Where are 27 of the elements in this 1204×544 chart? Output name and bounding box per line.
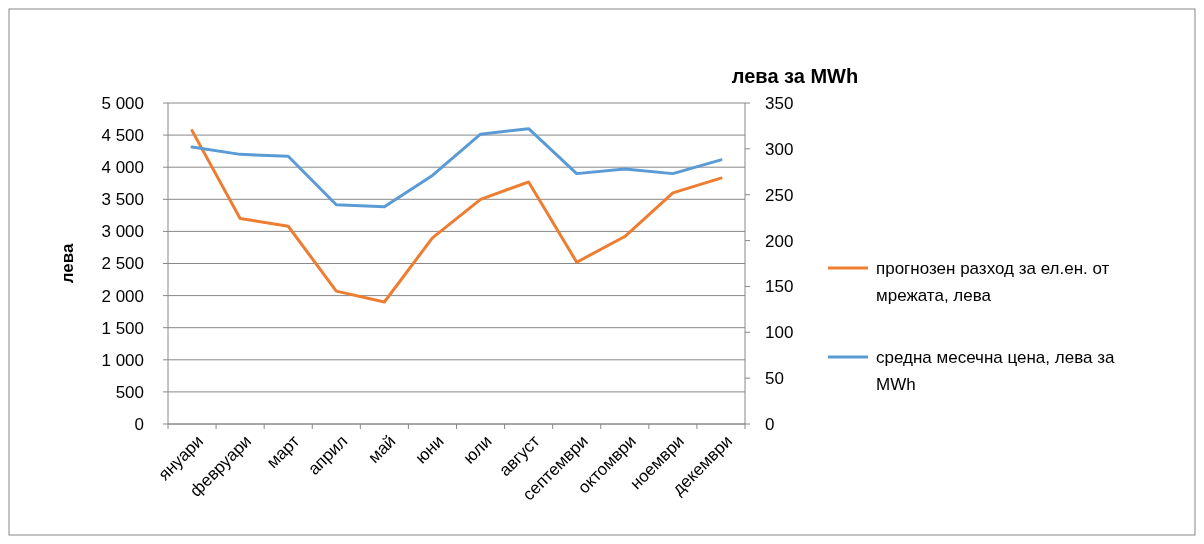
y-axis-title: лева <box>58 243 77 284</box>
legend-label: средна месечна цена, лева за MWh <box>876 347 1115 394</box>
y-tick-label: 4 500 <box>101 126 144 146</box>
x-tick-label: юни <box>411 431 448 468</box>
legend-label: прогнозен разход за ел.ен. от мрежата, лева <box>876 258 1110 305</box>
y-tick-label: 4 000 <box>101 158 144 178</box>
y2-tick-label: 250 <box>765 185 794 205</box>
y-tick-label: 1 000 <box>101 350 144 370</box>
line-series <box>190 129 723 304</box>
y-tick-label: 2 000 <box>101 286 144 306</box>
y2-tick-label: 350 <box>765 93 794 113</box>
line-series <box>190 127 723 209</box>
y-tick-label: 3 000 <box>101 222 144 242</box>
y-tick-label: 0 <box>134 414 144 434</box>
y2-tick-label: 100 <box>765 323 794 343</box>
y2-tick-label: 50 <box>765 369 784 389</box>
y-tick-label: 5 000 <box>101 93 144 113</box>
y2-tick-label: 0 <box>765 414 775 434</box>
y-tick-label: 2 500 <box>101 254 144 274</box>
y2-tick-label: 300 <box>765 139 794 159</box>
y2-tick-label: 200 <box>765 231 794 251</box>
y-tick-label: 1 500 <box>101 318 144 338</box>
y2-tick-label: 150 <box>765 277 794 297</box>
y-tick-label: 3 500 <box>101 190 144 210</box>
y-tick-label: 500 <box>115 382 144 402</box>
y2-axis-title: лева за MWh <box>731 65 859 87</box>
x-tick-label: юли <box>459 431 496 468</box>
